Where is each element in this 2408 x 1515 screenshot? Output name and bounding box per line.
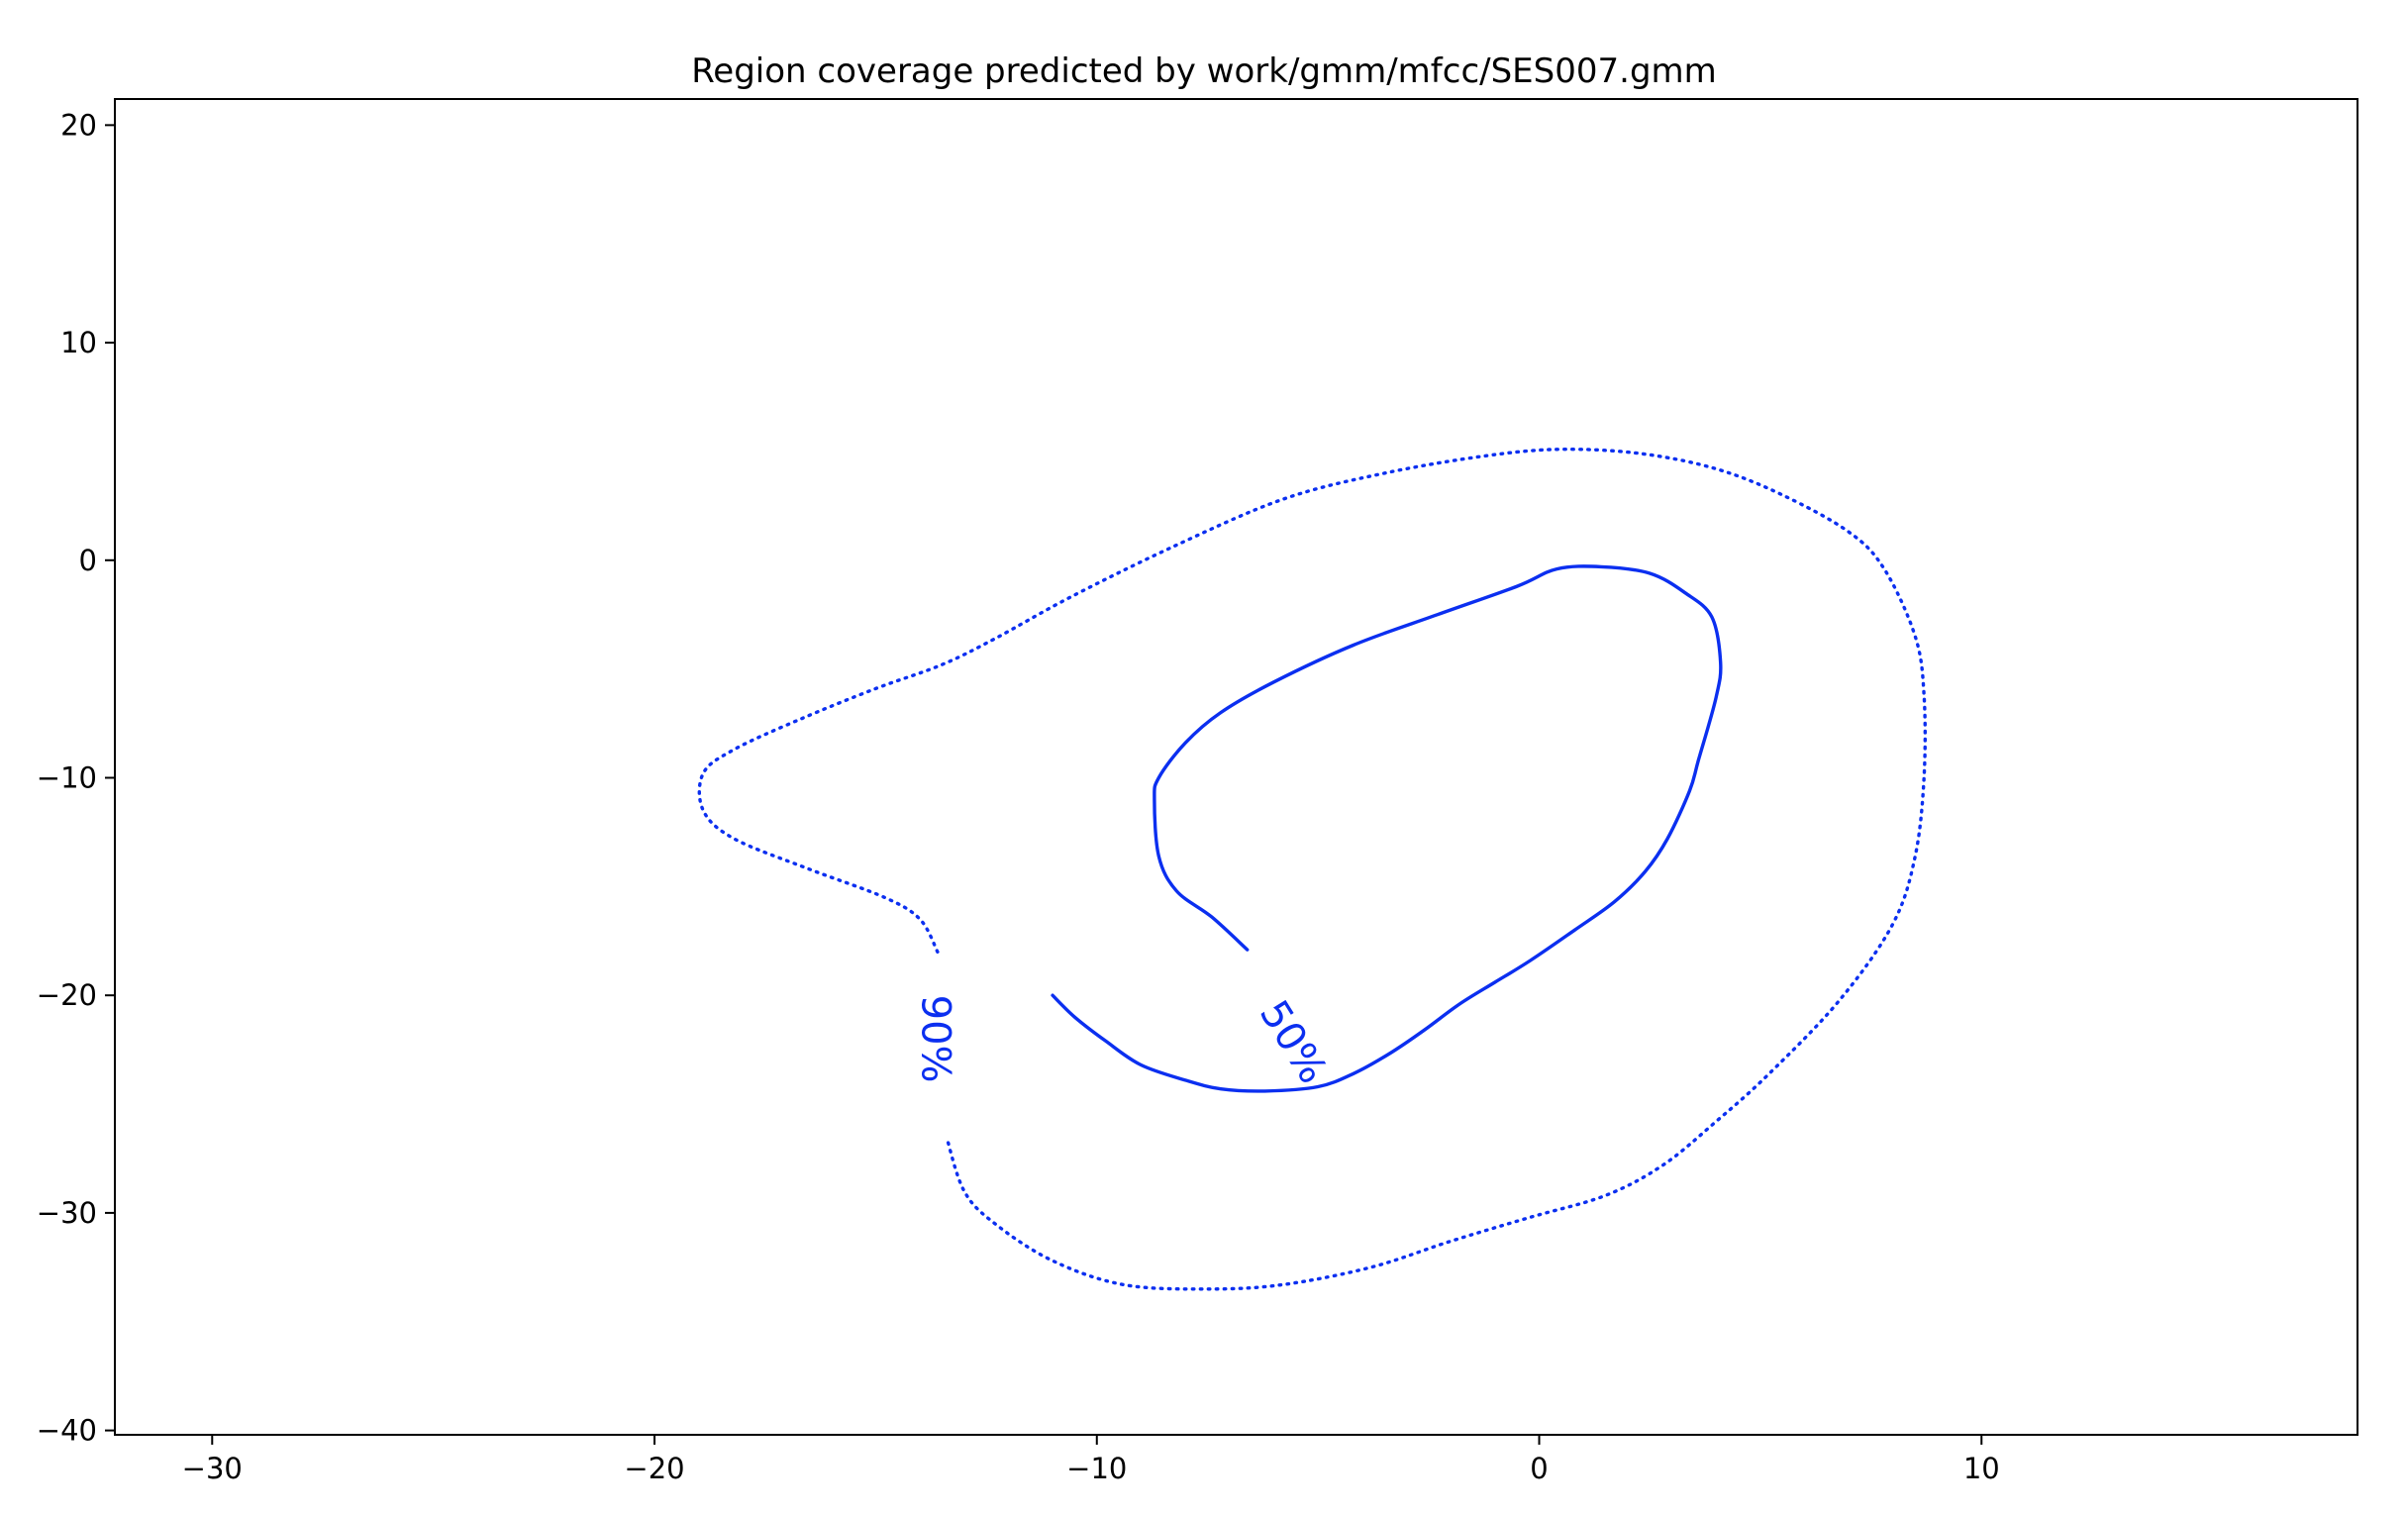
y-tick-label: −40 bbox=[37, 1414, 97, 1448]
x-tick-label: −10 bbox=[1066, 1452, 1127, 1485]
contour-lines bbox=[697, 447, 1928, 1291]
y-axis: 20 10 0 −10 −20 −30 −40 bbox=[37, 108, 115, 1448]
y-tick-label: 20 bbox=[60, 108, 97, 142]
contour-label-90-percent: 90% bbox=[912, 995, 957, 1083]
y-tick-label: −10 bbox=[37, 760, 97, 794]
x-tick-label: −30 bbox=[182, 1452, 243, 1485]
y-tick-label: 10 bbox=[60, 326, 97, 359]
axes-frame bbox=[114, 98, 2358, 1436]
x-tick-label: 10 bbox=[1963, 1452, 2000, 1485]
y-tick-label: −20 bbox=[37, 978, 97, 1012]
y-tick-label: −30 bbox=[37, 1196, 97, 1230]
contour-90-percent bbox=[697, 447, 1928, 1291]
x-axis: −30 −20 −10 0 10 bbox=[182, 1435, 2000, 1485]
y-tick-label: 0 bbox=[79, 544, 97, 577]
chart-title: Region coverage predicted by work/gmm/mf… bbox=[691, 51, 1717, 91]
x-tick-label: 0 bbox=[1530, 1452, 1548, 1485]
plot-area bbox=[114, 98, 2358, 1436]
contour-50-percent bbox=[1051, 564, 1723, 1093]
x-tick-label: −20 bbox=[624, 1452, 684, 1485]
